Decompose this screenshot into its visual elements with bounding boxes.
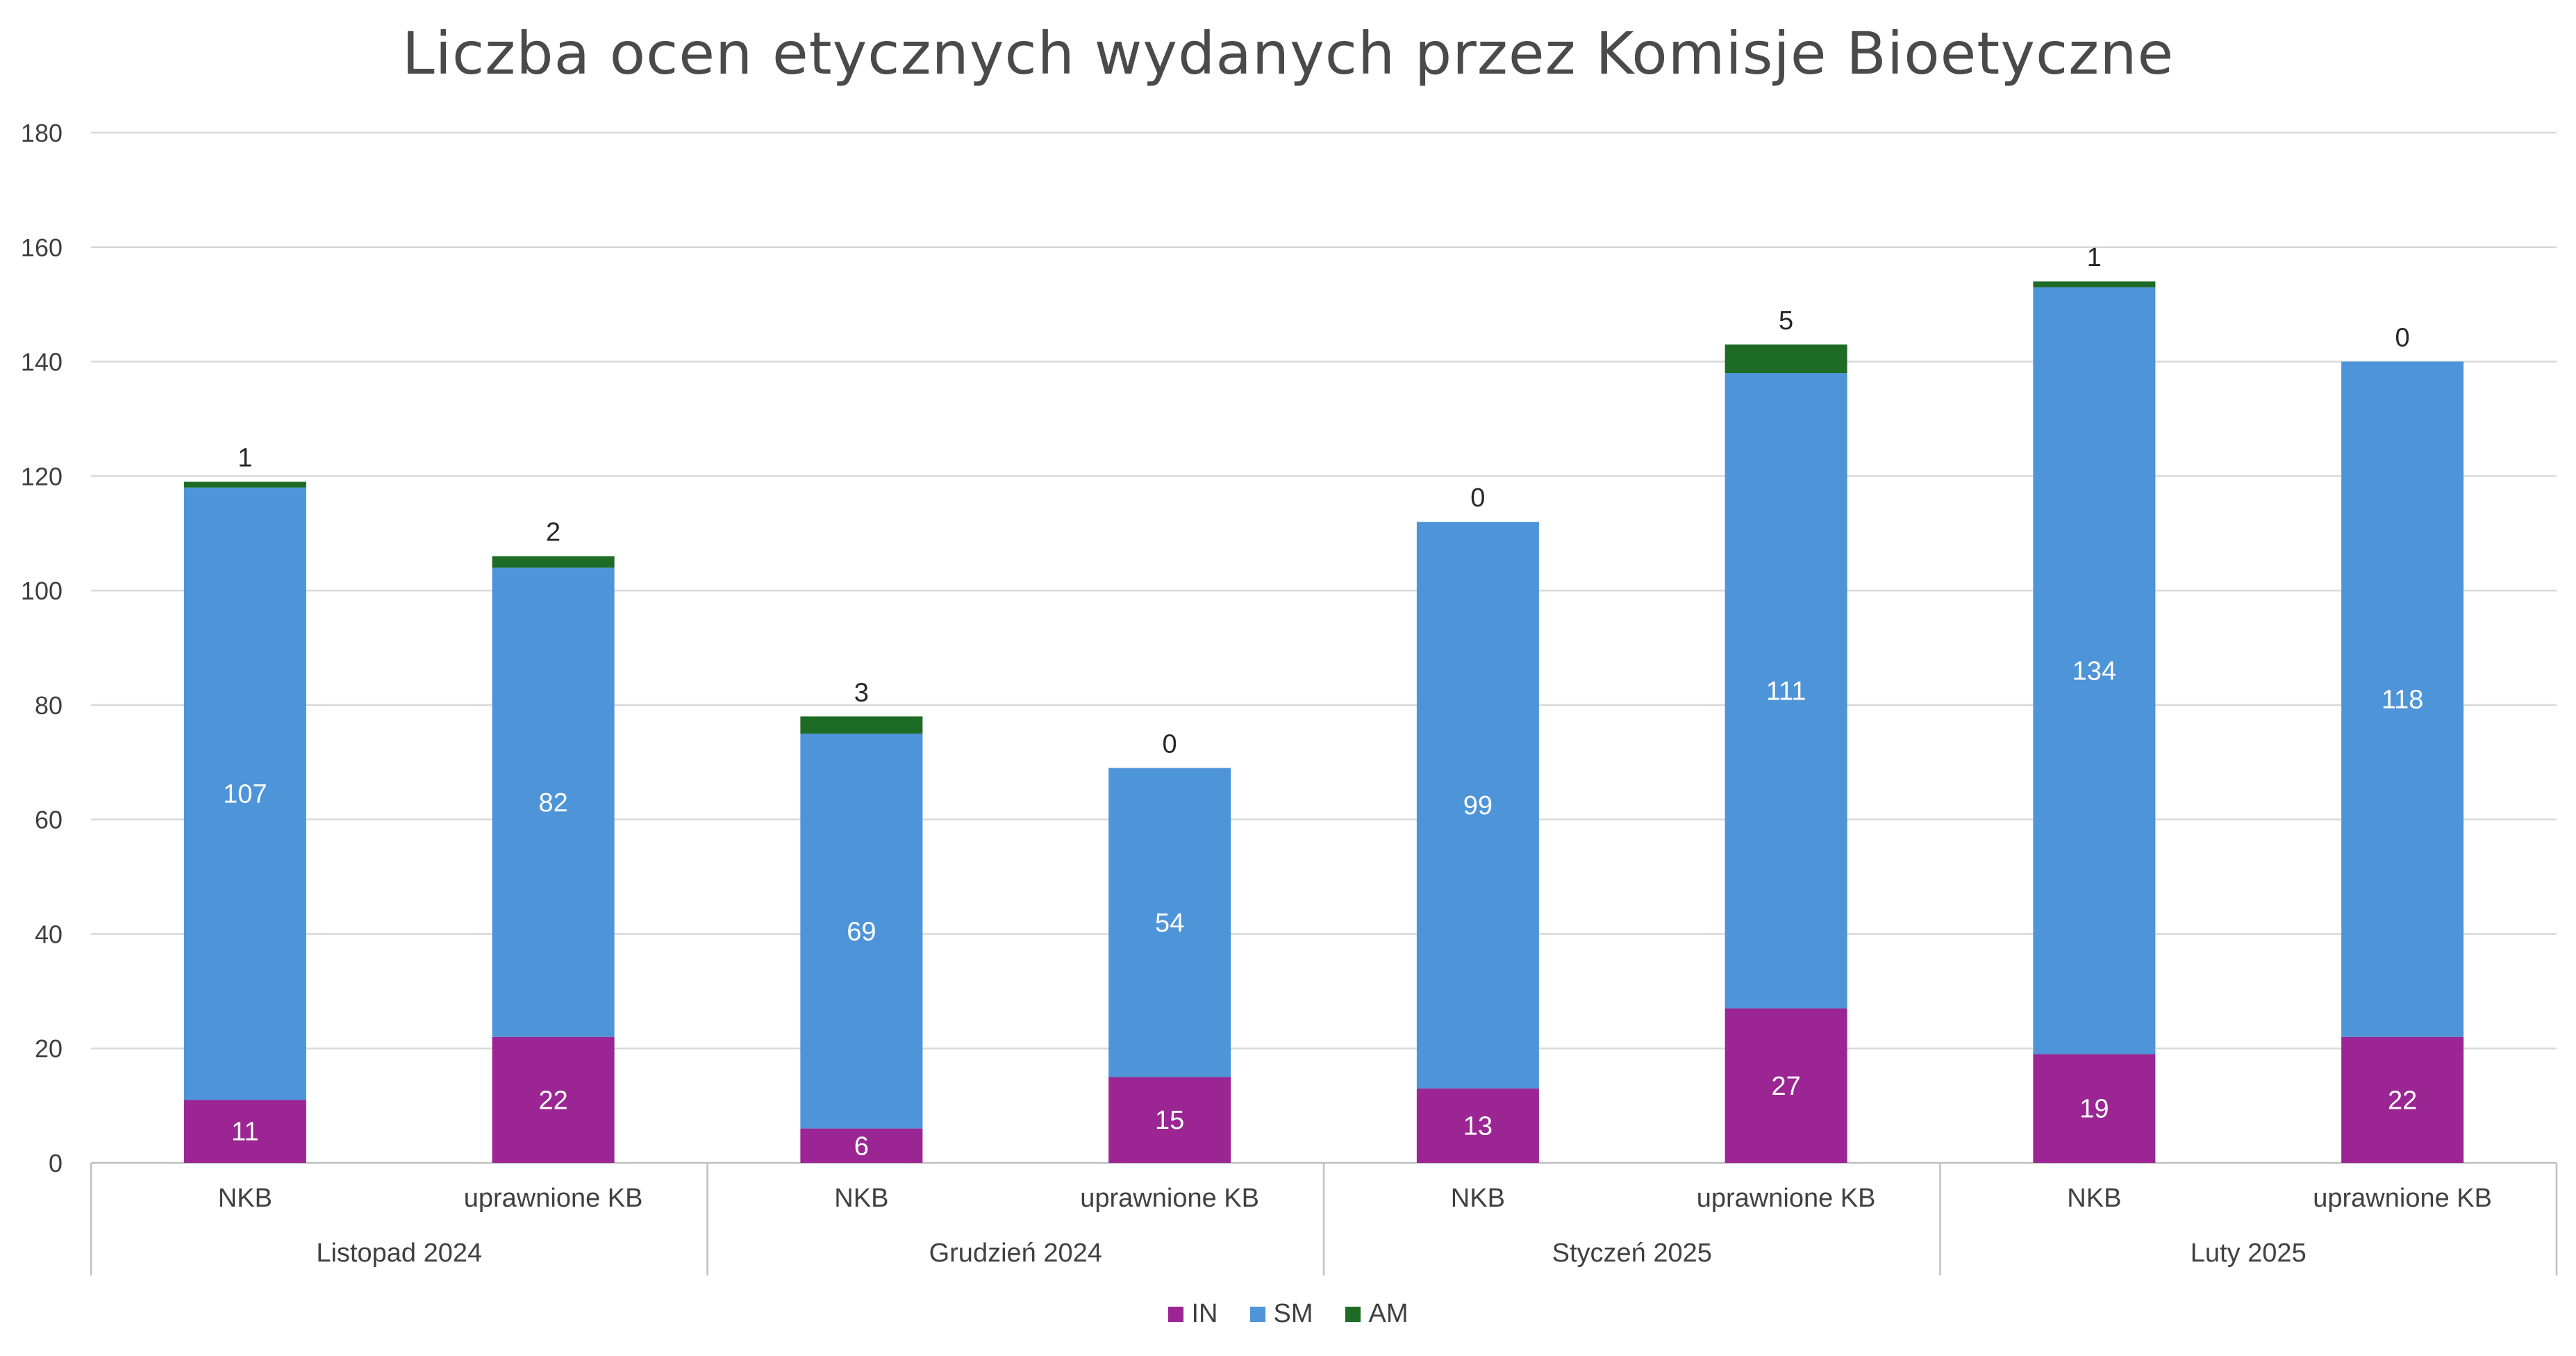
data-label-sm: 69 xyxy=(847,917,876,946)
bar-am xyxy=(1725,344,1847,374)
legend-label: SM xyxy=(1273,1299,1313,1328)
bar-in xyxy=(1725,1008,1847,1163)
data-label-in: 15 xyxy=(1155,1106,1184,1135)
data-label-am: 1 xyxy=(238,444,252,473)
bar-in xyxy=(800,1128,923,1163)
data-label-am: 0 xyxy=(1163,730,1177,759)
legend-item-in: IN xyxy=(1167,1299,1218,1329)
bar-sm xyxy=(2033,287,2156,1055)
legend-swatch xyxy=(1249,1306,1265,1322)
legend-item-am: AM xyxy=(1345,1299,1409,1329)
bar-sm xyxy=(1725,373,1847,1009)
bar-in xyxy=(2033,1054,2156,1163)
data-label-am: 0 xyxy=(2395,324,2410,353)
bar-am xyxy=(800,716,923,734)
legend-swatch xyxy=(1345,1306,1361,1322)
x-category-label: uprawnione KB xyxy=(2313,1184,2492,1213)
y-tick-label: 20 xyxy=(35,1034,63,1063)
bar-sm xyxy=(492,568,615,1037)
x-group-label: Listopad 2024 xyxy=(316,1239,482,1268)
data-label-sm: 54 xyxy=(1155,909,1184,938)
data-label-sm: 82 xyxy=(538,788,567,818)
y-tick-label: 140 xyxy=(21,348,63,377)
x-group-label: Grudzień 2024 xyxy=(929,1239,1102,1268)
data-label-in: 22 xyxy=(538,1086,567,1115)
x-category-label: uprawnione KB xyxy=(464,1184,643,1213)
x-category-label: NKB xyxy=(1451,1184,1505,1213)
data-label-am: 5 xyxy=(1779,306,1793,336)
x-category-label: uprawnione KB xyxy=(1697,1184,1876,1213)
x-category-label: uprawnione KB xyxy=(1080,1184,1259,1213)
x-category-label: NKB xyxy=(2067,1184,2121,1213)
legend: IN SM AM xyxy=(0,1299,2576,1329)
bar-sm xyxy=(1416,522,1539,1089)
data-label-in: 19 xyxy=(2079,1095,2109,1124)
y-tick-label: 0 xyxy=(49,1149,63,1177)
bar-sm xyxy=(2341,361,2464,1037)
data-label-am: 3 xyxy=(854,678,869,707)
y-tick-label: 80 xyxy=(35,691,63,720)
bar-am xyxy=(183,481,306,488)
bar-in xyxy=(1416,1088,1539,1163)
x-group-label: Styczeń 2025 xyxy=(1552,1239,1712,1268)
data-label-in: 13 xyxy=(1463,1111,1493,1141)
data-label-sm: 134 xyxy=(2072,656,2116,686)
bar-sm xyxy=(1108,768,1231,1077)
chart-title: Liczba ocen etycznych wydanych przez Kom… xyxy=(401,19,2175,88)
legend-swatch xyxy=(1167,1306,1183,1322)
bar-sm xyxy=(800,734,923,1129)
data-label-sm: 111 xyxy=(1766,677,1806,706)
x-group-label: Luty 2025 xyxy=(2191,1239,2307,1268)
x-category-label: NKB xyxy=(218,1184,272,1213)
bar-in xyxy=(2341,1036,2464,1163)
data-label-in: 27 xyxy=(1771,1072,1800,1101)
y-tick-label: 120 xyxy=(21,462,63,490)
legend-label: IN xyxy=(1191,1299,1218,1328)
data-label-sm: 107 xyxy=(223,780,267,809)
data-label-am: 0 xyxy=(1470,483,1485,513)
bar-am xyxy=(492,556,615,568)
y-tick-label: 60 xyxy=(35,806,63,834)
data-label-in: 6 xyxy=(854,1132,869,1161)
bar-in xyxy=(1108,1077,1231,1163)
data-label-in: 22 xyxy=(2388,1086,2417,1115)
y-tick-label: 40 xyxy=(35,920,63,948)
bar-sm xyxy=(183,487,306,1100)
data-label-am: 2 xyxy=(546,518,560,547)
data-label-am: 1 xyxy=(2087,243,2102,272)
y-tick-label: 100 xyxy=(21,577,63,605)
bar-am xyxy=(2033,281,2156,288)
legend-label: AM xyxy=(1368,1299,1409,1328)
x-category-label: NKB xyxy=(834,1184,888,1213)
bar-in xyxy=(492,1036,615,1163)
y-tick-label: 180 xyxy=(21,119,63,147)
data-label-in: 11 xyxy=(231,1118,258,1147)
bar-in xyxy=(183,1100,306,1163)
y-tick-label: 160 xyxy=(21,233,63,262)
legend-item-sm: SM xyxy=(1249,1299,1313,1329)
data-label-sm: 118 xyxy=(2382,686,2424,715)
data-label-sm: 99 xyxy=(1463,791,1493,820)
